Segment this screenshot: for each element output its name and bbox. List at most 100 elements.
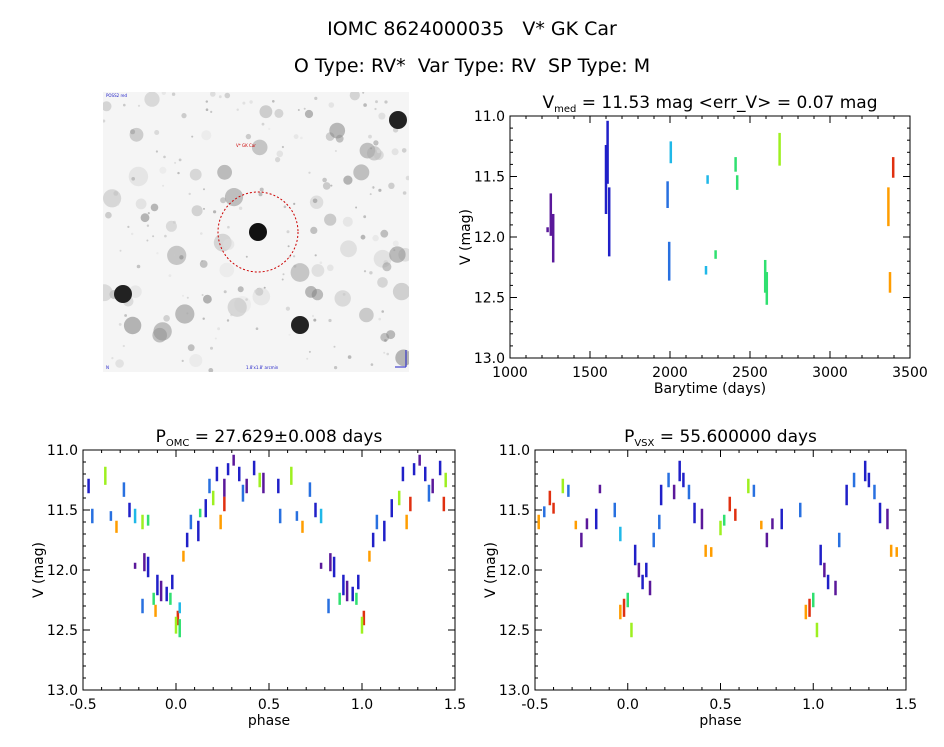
finder-label-bottom-left: N [106, 365, 109, 370]
finder-star [259, 105, 273, 119]
x-tick-label: 1500 [572, 365, 608, 381]
finder-star [355, 206, 358, 209]
finder-star [210, 110, 213, 113]
finder-star [288, 333, 291, 336]
finder-star [219, 262, 235, 278]
finder-star [255, 327, 259, 330]
finder-star [214, 337, 217, 340]
finder-star [128, 166, 149, 187]
x-tick-label: 0.5 [709, 697, 731, 713]
finder-star [245, 133, 252, 140]
finder-star [249, 100, 253, 104]
finder-star [159, 166, 167, 174]
finder-star [171, 92, 176, 96]
finder-star [167, 245, 187, 265]
finder-star [327, 264, 334, 272]
x-tick-label: -0.5 [521, 697, 548, 713]
finder-chart-image: POSS2 red V* GK Car N 1.8'x1.8' arcmin [95, 90, 413, 373]
finder-star [146, 224, 150, 227]
finder-star [119, 249, 122, 252]
finder-star [210, 91, 216, 97]
chart-title-main: V [542, 93, 554, 113]
chart-title-main: P [156, 427, 166, 447]
finder-star [391, 148, 399, 156]
x-tick-label: 2500 [732, 365, 768, 381]
y-axis-label: V (mag) [31, 542, 47, 598]
finder-star [305, 286, 317, 298]
y-tick-label: 13.0 [47, 683, 78, 699]
x-axis-label: Barytime (days) [654, 381, 766, 397]
finder-star [237, 286, 244, 293]
finder-star [118, 323, 122, 326]
x-tick-label: 1.5 [895, 697, 917, 713]
y-tick-label: 12.5 [47, 623, 78, 639]
finder-star [382, 262, 392, 272]
finder-star [395, 349, 412, 367]
finder-star [374, 140, 379, 145]
finder-star [135, 198, 147, 210]
finder-star [378, 317, 382, 321]
x-tick-label: 3500 [892, 365, 928, 381]
chart-title-rest: = 11.53 mag <err_V> = 0.07 mag [576, 93, 877, 113]
finder-label-target: V* GK Car [236, 143, 256, 148]
finder-star [242, 101, 246, 105]
finder-star [189, 168, 202, 181]
finder-star [375, 100, 378, 104]
finder-star [353, 164, 370, 181]
finder-star [226, 319, 230, 322]
finder-star [236, 108, 239, 111]
header-line-1: IOMC 8624000035 V* GK Car [327, 18, 617, 40]
finder-star [380, 229, 389, 238]
finder-star [146, 239, 149, 242]
finder-star [386, 352, 390, 356]
finder-star [261, 122, 265, 126]
finder-star [334, 290, 351, 307]
finder-star [370, 363, 374, 366]
finder-star [161, 90, 166, 95]
finder-star [342, 216, 353, 227]
target-circle [217, 191, 299, 273]
y-tick-label: 11.0 [499, 443, 530, 459]
finder-star [349, 90, 360, 101]
finder-star [102, 119, 106, 123]
finder-star [115, 359, 124, 368]
finder-star [343, 175, 353, 185]
finder-star [201, 130, 212, 141]
finder-star [313, 318, 317, 322]
finder-chart: POSS2 red V* GK Car N 1.8'x1.8' arcmin [95, 90, 413, 373]
finder-star [311, 264, 325, 277]
compass-icon [395, 350, 407, 368]
finder-star [287, 245, 290, 248]
finder-star [308, 350, 311, 353]
finder-star [333, 345, 336, 348]
finder-label-top-left: POSS2 red [106, 93, 127, 98]
finder-star [156, 252, 159, 255]
finder-star [402, 191, 407, 195]
x-tick-label: 1.0 [802, 697, 824, 713]
finder-star [281, 145, 284, 149]
finder-star [173, 253, 176, 256]
finder-star [372, 234, 379, 242]
finder-star [274, 108, 284, 118]
y-tick-label: 11.0 [474, 109, 505, 125]
y-tick-label: 12.5 [474, 291, 505, 307]
finder-star [186, 312, 189, 315]
finder-star [223, 290, 227, 294]
finder-star [362, 91, 365, 94]
finder-star [272, 100, 275, 103]
finder-star [187, 344, 195, 352]
finder-star [251, 139, 268, 156]
finder-star [378, 112, 386, 120]
y-tick-label: 12.0 [474, 230, 505, 246]
finder-star [140, 213, 150, 223]
finder-star [217, 164, 232, 180]
chart-title: PVSX = 55.600000 days [624, 427, 817, 449]
finder-star [373, 150, 384, 160]
finder-star [103, 189, 122, 208]
finder-star [335, 134, 344, 143]
finder-star [114, 285, 132, 303]
y-tick-label: 12.5 [499, 623, 530, 639]
finder-star [131, 232, 134, 236]
